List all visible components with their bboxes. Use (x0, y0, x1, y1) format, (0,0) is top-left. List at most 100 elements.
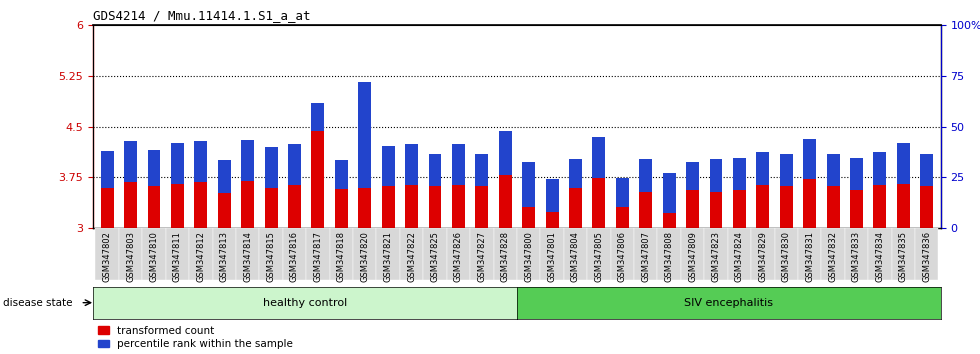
Bar (423, 228, 447, 280)
Bar (470, 228, 494, 280)
Bar (335, 189, 348, 228)
Bar (382, 145, 395, 186)
Bar (728, 228, 751, 280)
Text: GSM347806: GSM347806 (617, 231, 627, 282)
Bar (569, 188, 582, 228)
Bar (447, 228, 470, 280)
Bar (611, 228, 634, 280)
Bar (517, 228, 540, 280)
Bar (662, 173, 675, 213)
Text: GSM347832: GSM347832 (828, 231, 838, 282)
Bar (236, 228, 260, 280)
Bar (382, 186, 395, 228)
Text: GSM347802: GSM347802 (103, 231, 112, 282)
Bar (615, 207, 629, 228)
Bar (757, 152, 769, 185)
Bar (798, 228, 821, 280)
Text: GSM347834: GSM347834 (875, 231, 884, 282)
Text: GSM347817: GSM347817 (314, 231, 322, 282)
Text: GSM347833: GSM347833 (852, 231, 861, 282)
Bar (868, 228, 892, 280)
Bar (804, 179, 816, 228)
Text: GSM347820: GSM347820 (361, 231, 369, 282)
Text: GSM347803: GSM347803 (126, 231, 135, 282)
Bar (850, 158, 863, 190)
Bar (405, 144, 418, 185)
Text: GSM347815: GSM347815 (267, 231, 275, 282)
Text: GSM347828: GSM347828 (501, 231, 510, 282)
Bar (705, 228, 728, 280)
Bar (751, 228, 774, 280)
Text: GSM347818: GSM347818 (337, 231, 346, 282)
Bar (241, 140, 254, 181)
Text: GSM347822: GSM347822 (407, 231, 416, 282)
Text: SIV encephalitis: SIV encephalitis (684, 298, 773, 308)
Text: GSM347835: GSM347835 (899, 231, 907, 282)
Text: GSM347808: GSM347808 (664, 231, 673, 282)
Bar (569, 159, 582, 188)
Bar (142, 228, 166, 280)
Bar (615, 178, 629, 207)
Bar (522, 162, 535, 207)
Bar (124, 142, 137, 182)
Text: GSM347816: GSM347816 (290, 231, 299, 282)
Legend: transformed count, percentile rank within the sample: transformed count, percentile rank withi… (98, 326, 293, 349)
Bar (897, 143, 909, 183)
Bar (892, 228, 915, 280)
Text: GSM347825: GSM347825 (430, 231, 439, 282)
Bar (312, 131, 324, 228)
Bar (359, 82, 371, 188)
Text: GSM347801: GSM347801 (548, 231, 557, 282)
Bar (710, 159, 722, 192)
Bar (312, 103, 324, 131)
Text: GDS4214 / Mmu.11414.1.S1_a_at: GDS4214 / Mmu.11414.1.S1_a_at (93, 9, 311, 22)
Bar (780, 186, 793, 228)
Bar (564, 228, 587, 280)
Bar (475, 186, 488, 228)
Bar (288, 185, 301, 228)
Text: GSM347805: GSM347805 (595, 231, 604, 282)
Bar (166, 228, 189, 280)
Text: GSM347809: GSM347809 (688, 231, 697, 282)
Text: GSM347812: GSM347812 (196, 231, 206, 282)
Bar (845, 228, 868, 280)
Bar (148, 150, 161, 186)
Bar (335, 160, 348, 189)
Bar (540, 228, 563, 280)
Bar (124, 182, 137, 228)
Bar (681, 228, 705, 280)
Bar (593, 178, 606, 228)
Bar (218, 193, 230, 228)
Bar (827, 154, 840, 186)
Bar (428, 154, 441, 186)
Bar (405, 185, 418, 228)
Text: GSM347830: GSM347830 (782, 231, 791, 282)
Bar (218, 160, 230, 193)
Bar (213, 228, 236, 280)
Text: GSM347823: GSM347823 (711, 231, 720, 282)
Bar (194, 142, 207, 182)
Bar (499, 131, 512, 176)
Text: GSM347836: GSM347836 (922, 231, 931, 282)
Bar (452, 185, 465, 228)
Bar (359, 188, 371, 228)
Bar (428, 186, 441, 228)
Bar (733, 190, 746, 228)
Bar (804, 139, 816, 179)
Bar (260, 228, 283, 280)
Bar (546, 212, 559, 228)
Bar (265, 147, 277, 188)
Text: GSM347831: GSM347831 (806, 231, 814, 282)
Bar (634, 228, 658, 280)
Bar (494, 228, 517, 280)
Bar (400, 228, 423, 280)
Bar (101, 151, 114, 188)
Bar (148, 186, 161, 228)
Bar (283, 228, 306, 280)
Bar (639, 192, 652, 228)
Bar (194, 182, 207, 228)
Bar (686, 190, 699, 228)
Bar (774, 228, 798, 280)
Bar (522, 207, 535, 228)
Bar (733, 158, 746, 190)
